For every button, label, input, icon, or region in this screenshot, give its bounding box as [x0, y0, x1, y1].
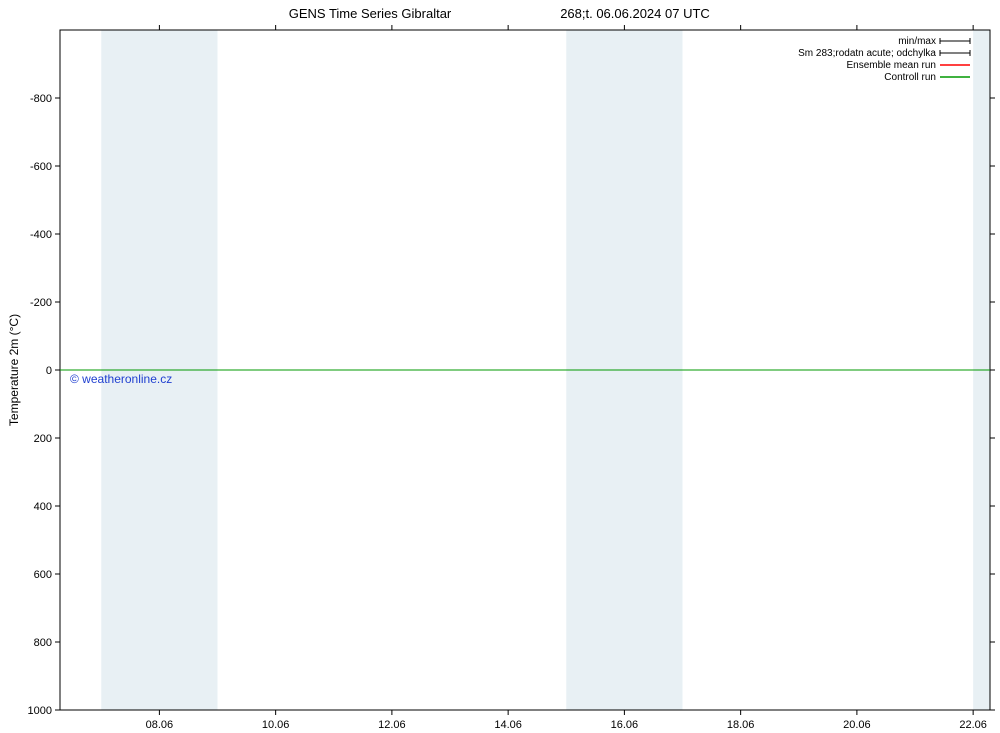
y-tick-label: -400 — [30, 229, 52, 241]
chart-title-left: GENS Time Series Gibraltar — [289, 6, 452, 21]
watermark: © weatheronline.cz — [70, 372, 172, 386]
chart-container: -800 -600 -400 -200 0 200 400 600 800 1000 08.06 10… — [0, 0, 1000, 733]
x-tick-label: 14.06 — [494, 719, 522, 731]
y-tick-label: 400 — [34, 501, 52, 513]
x-tick-label: 08.06 — [146, 719, 174, 731]
x-tick-label: 18.06 — [727, 719, 755, 731]
legend-label: min/max — [898, 36, 936, 47]
y-tick-label: 600 — [34, 569, 52, 581]
x-tick-label: 16.06 — [611, 719, 639, 731]
x-tick-label: 22.06 — [959, 719, 987, 731]
y-tick-label: -800 — [30, 93, 52, 105]
timeseries-chart: -800 -600 -400 -200 0 200 400 600 800 1000 08.06 10… — [0, 0, 1000, 733]
x-tick-label: 10.06 — [262, 719, 290, 731]
chart-title-right: 268;t. 06.06.2024 07 UTC — [560, 6, 710, 21]
y-tick-label: 1000 — [28, 705, 52, 717]
legend-label: Sm 283;rodatn acute; odchylka — [798, 48, 936, 59]
y-tick-label: 800 — [34, 637, 52, 649]
y-axis-title: Temperature 2m (°C) — [7, 314, 21, 426]
legend-label: Controll run — [884, 72, 936, 83]
y-tick-label: 200 — [34, 433, 52, 445]
y-tick-label: -600 — [30, 161, 52, 173]
x-tick-label: 20.06 — [843, 719, 871, 731]
legend-label: Ensemble mean run — [847, 60, 937, 71]
y-tick-label: -200 — [30, 297, 52, 309]
x-tick-label: 12.06 — [378, 719, 406, 731]
y-tick-label: 0 — [46, 365, 52, 377]
